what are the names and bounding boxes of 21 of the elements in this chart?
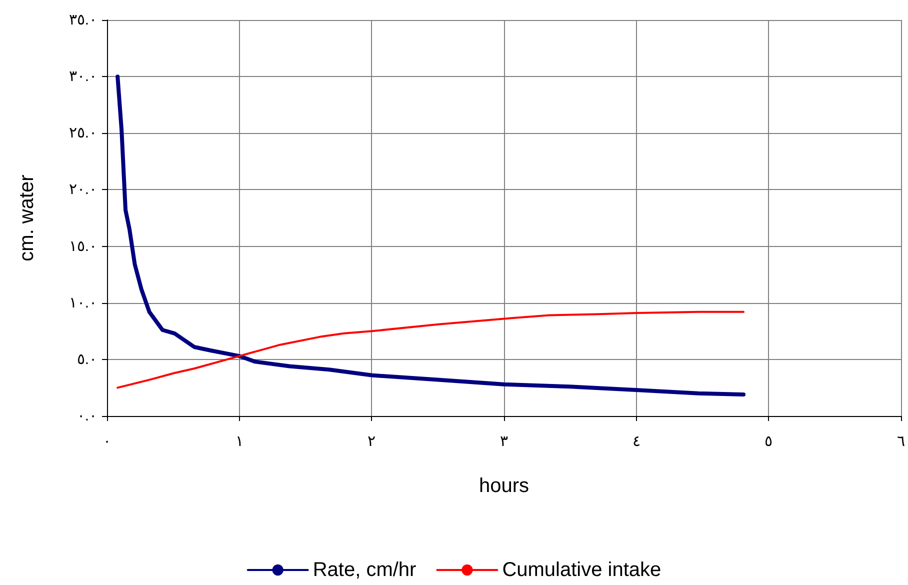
y-axis-title: cm. water bbox=[16, 174, 38, 262]
x-tick-label: ٥ bbox=[764, 433, 773, 450]
legend-label: Cumulative intake bbox=[502, 559, 662, 581]
y-tick-label: ١٥.٠ bbox=[68, 238, 97, 255]
x-tick-label: ٣ bbox=[500, 433, 508, 450]
x-axis-title: hours bbox=[478, 475, 530, 497]
line-series bbox=[116, 74, 746, 397]
y-tick-label: ٠.٠ bbox=[76, 408, 97, 424]
y-tick-label: ٣٥.٠ bbox=[68, 12, 97, 28]
y-tick-label: ١٠.٠ bbox=[68, 294, 97, 312]
y-tick-label: ٢٠.٠ bbox=[68, 181, 97, 198]
y-tick-label: ٢٥.٠ bbox=[68, 124, 97, 142]
line-series bbox=[116, 310, 745, 389]
y-tick-label: ٣٠.٠ bbox=[68, 68, 97, 86]
x-tick-label: ٠ bbox=[103, 433, 111, 450]
x-tick-label: ٤ bbox=[632, 433, 640, 450]
legend-label: Rate, cm/hr bbox=[312, 559, 417, 581]
x-tick-label: ٢ bbox=[368, 433, 376, 450]
x-tick-label: ٦ bbox=[897, 433, 905, 450]
x-tick-label: ١ bbox=[235, 433, 244, 450]
y-tick-label: ٥.٠ bbox=[76, 350, 97, 368]
